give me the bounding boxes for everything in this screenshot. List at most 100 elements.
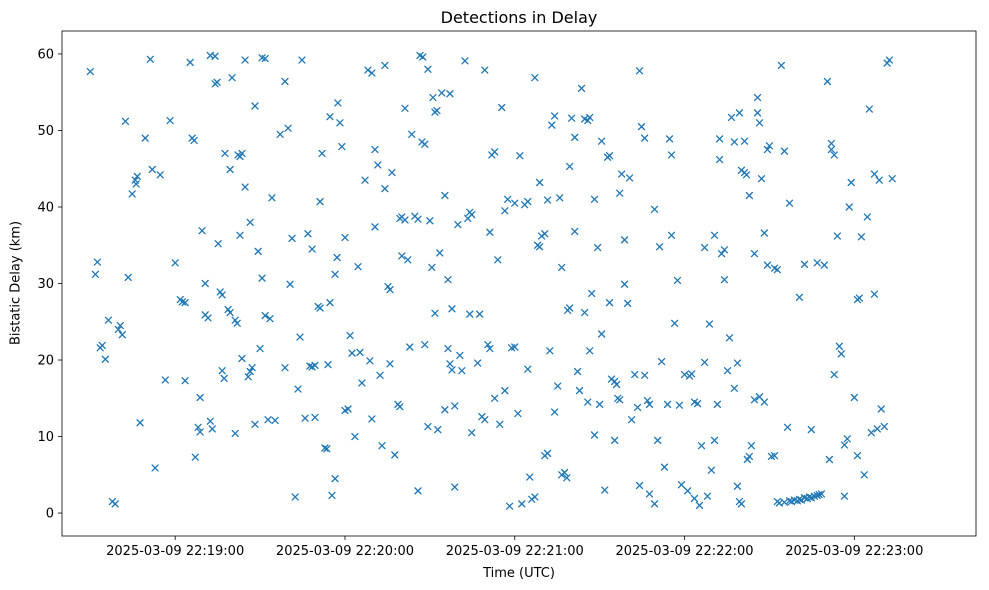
scatter-marker bbox=[386, 360, 394, 368]
scatter-marker bbox=[575, 386, 584, 395]
scatter-marker bbox=[742, 171, 751, 179]
scatter-marker bbox=[124, 273, 132, 282]
scatter-marker bbox=[481, 416, 489, 424]
scatter-marker bbox=[296, 333, 304, 341]
scatter-marker bbox=[827, 145, 836, 154]
scatter-marker bbox=[419, 53, 427, 61]
scatter-marker bbox=[837, 350, 845, 358]
scatter-marker bbox=[268, 194, 276, 202]
scatter-marker bbox=[498, 103, 506, 112]
scatter-marker bbox=[281, 77, 289, 86]
scatter-marker bbox=[391, 451, 399, 459]
scatter-marker bbox=[336, 119, 344, 127]
scatter-marker bbox=[695, 501, 704, 510]
scatter-marker bbox=[406, 343, 414, 351]
scatter-marker bbox=[291, 493, 299, 501]
scatter-marker bbox=[745, 452, 753, 461]
scatter-marker bbox=[266, 315, 274, 323]
scatter-marker bbox=[546, 347, 554, 355]
scatter-marker bbox=[264, 416, 272, 424]
scatter-marker bbox=[246, 218, 254, 226]
scatter-marker bbox=[201, 279, 209, 288]
scatter-marker bbox=[441, 191, 449, 200]
scatter-marker bbox=[637, 122, 646, 131]
scatter-marker bbox=[720, 276, 729, 284]
y-tick-label: 50 bbox=[37, 124, 54, 139]
scatter-marker bbox=[670, 319, 679, 327]
scatter-marker bbox=[251, 420, 259, 428]
scatter-marker bbox=[710, 231, 719, 239]
scatter-marker bbox=[586, 347, 594, 355]
y-tick-label: 0 bbox=[46, 507, 54, 522]
scatter-marker bbox=[344, 405, 352, 413]
scatter-marker bbox=[326, 113, 334, 121]
scatter-marker bbox=[612, 380, 621, 389]
scatter-marker bbox=[211, 52, 219, 60]
x-tick-label: 2025-03-09 22:23:00 bbox=[785, 544, 923, 559]
scatter-marker bbox=[813, 491, 821, 500]
scatter-marker bbox=[873, 425, 881, 433]
scatter-marker bbox=[524, 197, 532, 206]
scatter-marker bbox=[246, 367, 254, 376]
scatter-marker bbox=[823, 77, 832, 86]
scatter-marker bbox=[448, 366, 456, 374]
scatter-marker bbox=[827, 139, 836, 148]
scatter-marker bbox=[451, 402, 459, 410]
scatter-marker bbox=[633, 403, 642, 412]
scatter-marker bbox=[616, 396, 624, 404]
scatter-marker bbox=[770, 452, 779, 460]
scatter-marker bbox=[424, 65, 432, 73]
scatter-marker bbox=[605, 298, 614, 307]
scatter-marker bbox=[238, 149, 246, 158]
scatter-marker bbox=[91, 270, 100, 278]
scatter-marker bbox=[276, 130, 284, 138]
scatter-marker bbox=[554, 382, 562, 390]
scatter-marker bbox=[436, 249, 444, 257]
scatter-marker bbox=[830, 370, 838, 379]
scatter-marker bbox=[700, 243, 709, 252]
scatter-marker bbox=[516, 152, 524, 160]
scatter-marker bbox=[870, 290, 879, 298]
scatter-marker bbox=[346, 331, 354, 340]
scatter-marker bbox=[665, 135, 674, 143]
scatter-marker bbox=[875, 176, 883, 184]
scatter-marker bbox=[624, 299, 632, 308]
scatter-marker bbox=[181, 298, 189, 307]
scatter-marker bbox=[404, 256, 412, 264]
scatter-marker bbox=[93, 258, 102, 266]
scatter-marker bbox=[645, 490, 654, 498]
scatter-marker bbox=[631, 370, 639, 379]
scatter-marker bbox=[733, 359, 742, 367]
scatter-marker bbox=[441, 406, 449, 414]
scatter-marker bbox=[867, 429, 875, 437]
scatter-marker bbox=[703, 492, 712, 500]
scatter-marker bbox=[244, 373, 252, 381]
scatter-marker bbox=[750, 250, 759, 258]
scatter-marker bbox=[551, 408, 559, 416]
scatter-marker bbox=[506, 502, 514, 510]
scatter-marker bbox=[191, 453, 199, 461]
scatter-marker bbox=[256, 344, 264, 353]
scatter-marker bbox=[571, 133, 579, 142]
scatter-marker bbox=[484, 341, 492, 349]
x-tick-label: 2025-03-09 22:22:00 bbox=[615, 544, 753, 559]
x-tick-label: 2025-03-09 22:21:00 bbox=[446, 544, 584, 559]
scatter-marker bbox=[753, 93, 762, 102]
scatter-marker bbox=[206, 417, 214, 425]
scatter-marker bbox=[218, 367, 226, 375]
scatter-marker bbox=[118, 331, 126, 339]
scatter-marker bbox=[151, 464, 159, 472]
scatter-marker bbox=[760, 229, 768, 237]
scatter-marker bbox=[261, 311, 269, 320]
scatter-marker bbox=[543, 196, 552, 204]
scatter-marker bbox=[356, 348, 364, 357]
scatter-marker bbox=[308, 245, 316, 253]
scatter-marker bbox=[581, 308, 589, 317]
scatter-marker bbox=[526, 473, 534, 481]
scatter-marker bbox=[504, 195, 512, 203]
scatter-marker bbox=[358, 379, 366, 387]
scatter-marker bbox=[238, 354, 246, 363]
scatter-marker bbox=[577, 84, 586, 93]
scatter-marker bbox=[723, 367, 732, 375]
scatter-marker bbox=[224, 305, 232, 314]
